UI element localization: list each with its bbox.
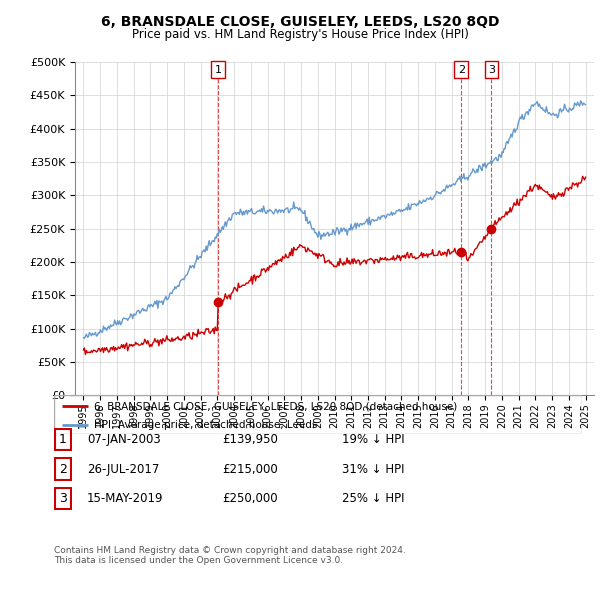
Text: £215,000: £215,000: [222, 463, 278, 476]
Text: £250,000: £250,000: [222, 492, 278, 505]
Text: This data is licensed under the Open Government Licence v3.0.: This data is licensed under the Open Gov…: [54, 556, 343, 565]
Text: HPI: Average price, detached house, Leeds: HPI: Average price, detached house, Leed…: [94, 420, 317, 430]
Text: 19% ↓ HPI: 19% ↓ HPI: [342, 433, 404, 446]
Text: 31% ↓ HPI: 31% ↓ HPI: [342, 463, 404, 476]
Text: 1: 1: [59, 433, 67, 446]
Text: £139,950: £139,950: [222, 433, 278, 446]
Text: 26-JUL-2017: 26-JUL-2017: [87, 463, 160, 476]
Text: 3: 3: [488, 65, 495, 75]
Text: 15-MAY-2019: 15-MAY-2019: [87, 492, 163, 505]
Text: 6, BRANSDALE CLOSE, GUISELEY, LEEDS, LS20 8QD (detached house): 6, BRANSDALE CLOSE, GUISELEY, LEEDS, LS2…: [94, 401, 457, 411]
Text: 07-JAN-2003: 07-JAN-2003: [87, 433, 161, 446]
Text: Price paid vs. HM Land Registry's House Price Index (HPI): Price paid vs. HM Land Registry's House …: [131, 28, 469, 41]
Text: 2: 2: [458, 65, 465, 75]
Text: 25% ↓ HPI: 25% ↓ HPI: [342, 492, 404, 505]
Text: 1: 1: [215, 65, 221, 75]
Text: Contains HM Land Registry data © Crown copyright and database right 2024.: Contains HM Land Registry data © Crown c…: [54, 546, 406, 555]
Text: 3: 3: [59, 492, 67, 505]
Text: 2: 2: [59, 463, 67, 476]
Text: 6, BRANSDALE CLOSE, GUISELEY, LEEDS, LS20 8QD: 6, BRANSDALE CLOSE, GUISELEY, LEEDS, LS2…: [101, 15, 499, 29]
